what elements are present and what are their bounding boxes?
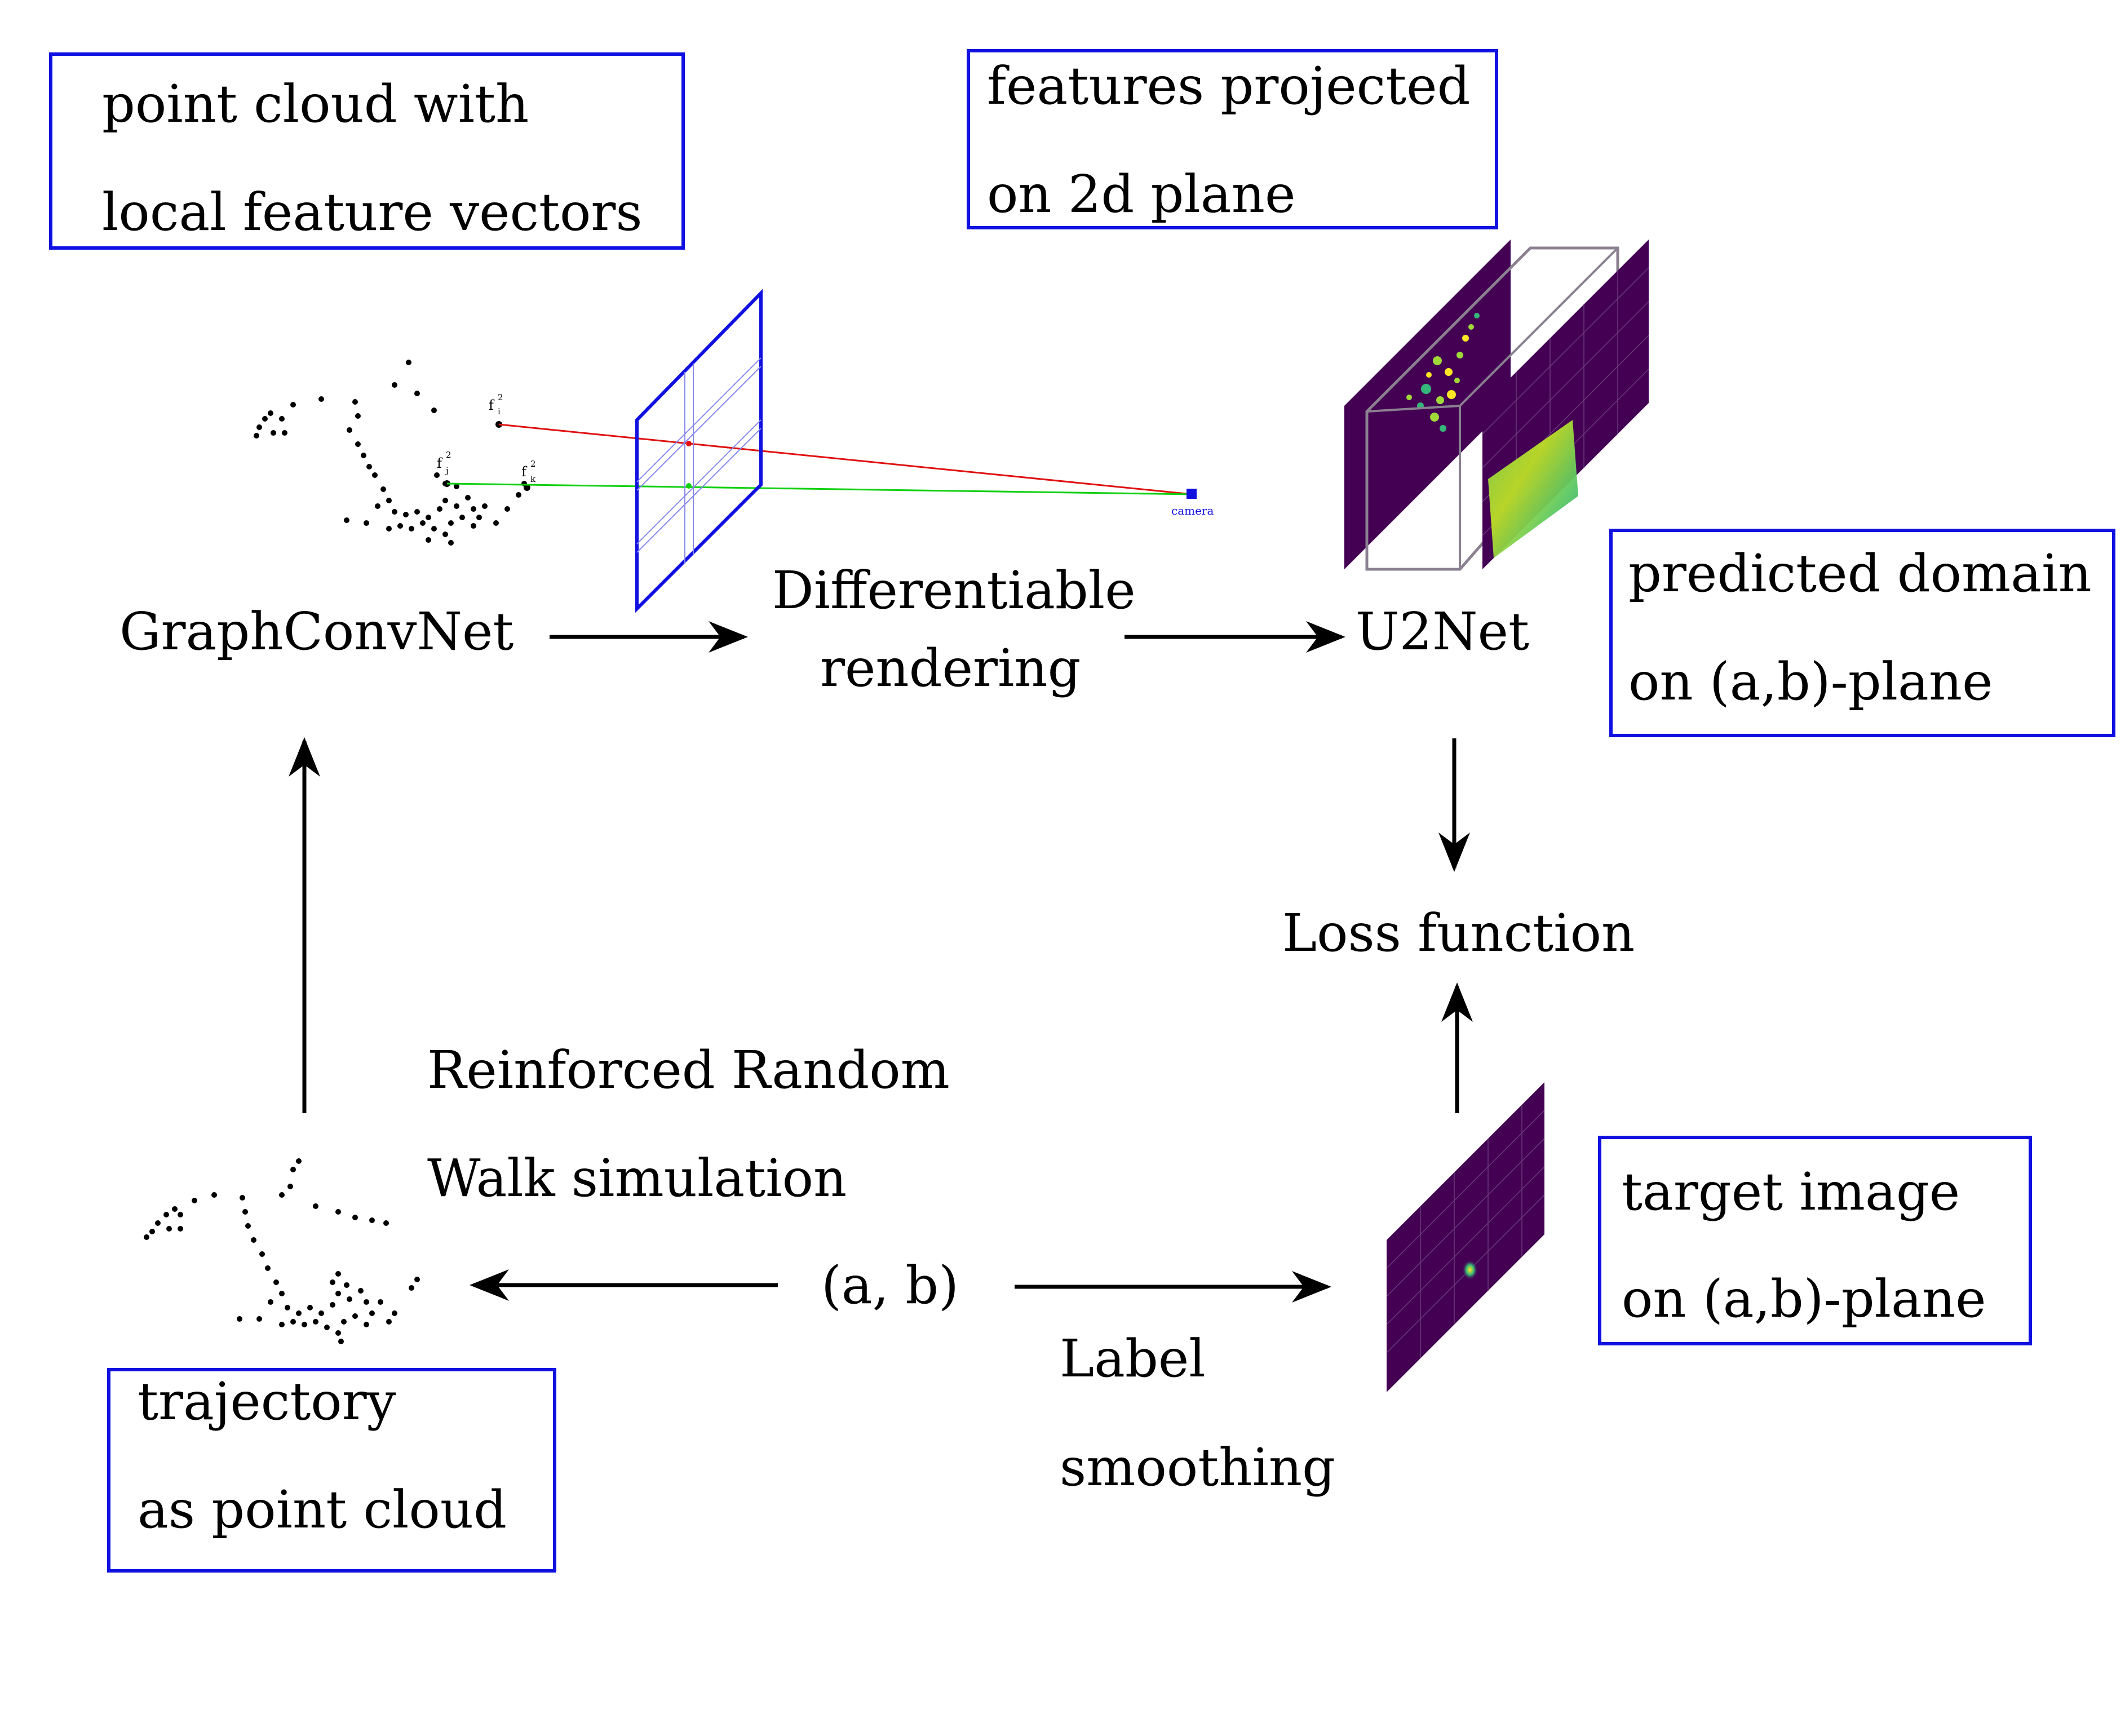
features-projected-box: features projected on 2d plane <box>967 49 1498 229</box>
rrw-label-line2: Walk simulation <box>427 1148 847 1208</box>
predicted-domain-box-line1: predicted domain <box>1628 543 2092 604</box>
features-projected-box-line2: on 2d plane <box>987 164 1296 224</box>
camera-icon: camera <box>1171 489 1214 517</box>
diff-rendering-label-line1: Differentiable <box>772 560 1136 621</box>
u2net-feature-maps <box>1344 240 1649 571</box>
svg-text:camera: camera <box>1171 504 1214 517</box>
trajectory-box-line2: as point cloud <box>138 1480 507 1540</box>
svg-text:f: f <box>437 455 443 471</box>
svg-text:j: j <box>445 466 449 476</box>
target-image-plane <box>1386 1082 1545 1392</box>
point-label-fk: f 2 k <box>521 459 536 484</box>
point-label-fj: f 2 j <box>437 450 451 476</box>
projection-plane <box>635 289 763 613</box>
diff-rendering-label-line2: rendering <box>820 638 1081 698</box>
point-cloud-top <box>254 360 530 546</box>
red-ray <box>498 423 1193 495</box>
label-smoothing-line2: smoothing <box>1060 1437 1336 1498</box>
svg-text:f: f <box>521 464 528 480</box>
point-cloud-box-line2: local feature vectors <box>102 182 643 242</box>
svg-text:2: 2 <box>446 450 451 460</box>
svg-text:2: 2 <box>530 459 536 469</box>
loss-function-label: Loss function <box>1282 903 1635 963</box>
svg-text:f: f <box>489 397 495 413</box>
u2net-label: U2Net <box>1356 601 1529 662</box>
ab-label: (a, b) <box>821 1255 959 1316</box>
svg-text:2: 2 <box>498 392 503 402</box>
green-ray <box>446 482 1193 495</box>
svg-text:k: k <box>530 474 536 484</box>
predicted-domain-box-line2: on (a,b)-plane <box>1628 652 1993 712</box>
predicted-domain-box: predicted domain on (a,b)-plane <box>1609 529 2115 737</box>
graphconvnet-label: GraphConvNet <box>119 601 514 662</box>
target-image-box-line2: on (a,b)-plane <box>1622 1269 1986 1329</box>
feature-speckles <box>1406 313 1480 432</box>
point-cloud-bottom <box>144 1158 420 1344</box>
rrw-label-line1: Reinforced Random <box>427 1040 950 1100</box>
point-cloud-box: point cloud with local feature vectors <box>49 52 685 250</box>
svg-text:i: i <box>498 406 501 417</box>
trajectory-box: trajectory as point cloud <box>107 1368 556 1573</box>
features-projected-box-line1: features projected <box>987 56 1471 116</box>
point-cloud-box-line1: point cloud with <box>102 74 529 134</box>
label-smoothing-line1: Label <box>1060 1328 1206 1389</box>
point-label-fi: f 2 i <box>489 392 503 417</box>
trajectory-box-line1: trajectory <box>138 1371 396 1432</box>
target-image-box: target image on (a,b)-plane <box>1598 1136 2032 1345</box>
target-image-box-line1: target image <box>1622 1162 1960 1222</box>
